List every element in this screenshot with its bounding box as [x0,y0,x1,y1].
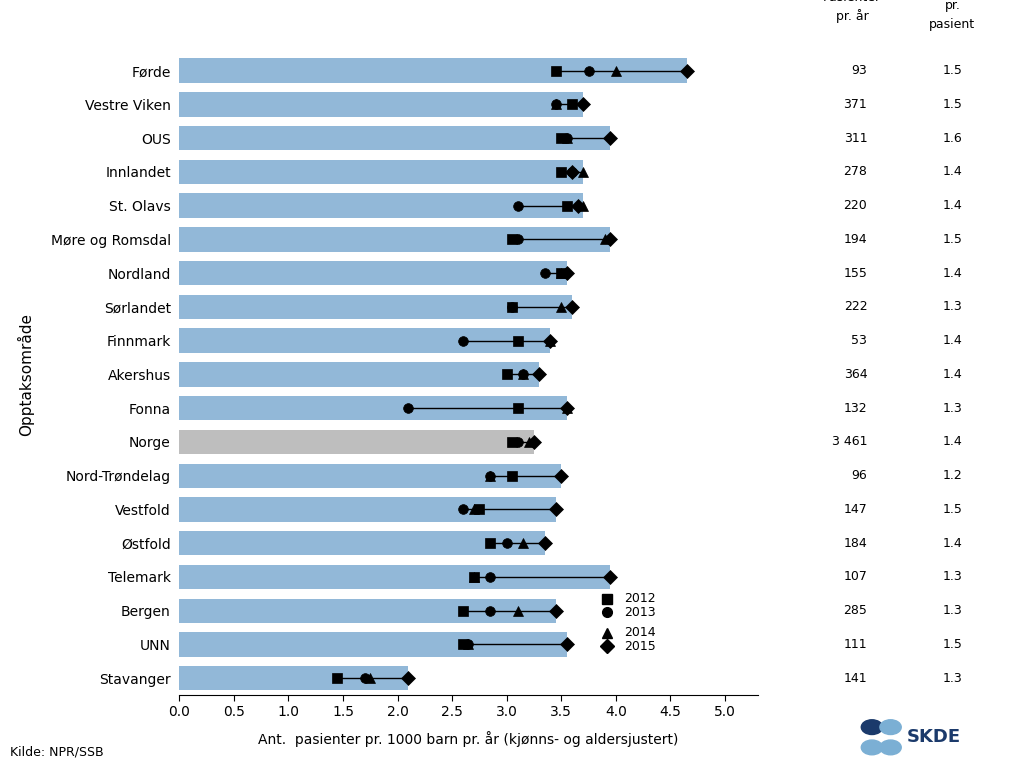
X-axis label: Ant.  pasienter pr. 1000 barn pr. år (kjønns- og aldersjustert): Ant. pasienter pr. 1000 barn pr. år (kjø… [258,730,679,746]
Text: 2012: 2012 [625,592,656,605]
Text: 1.5: 1.5 [942,233,963,246]
Bar [179,564,610,589]
Bar [179,58,687,83]
Circle shape [861,720,883,734]
Bar [179,261,566,285]
Text: 1.3: 1.3 [942,402,963,415]
Text: 2013: 2013 [625,606,656,619]
Text: 96: 96 [852,469,867,482]
Text: Pasienter: Pasienter [823,0,881,4]
Y-axis label: Opptaksområde: Opptaksområde [17,313,34,436]
Text: 222: 222 [844,300,867,313]
Text: 1.3: 1.3 [942,300,963,313]
Text: pasient: pasient [929,18,976,31]
Text: 155: 155 [844,266,867,280]
Text: 147: 147 [844,503,867,516]
Text: Kilde: NPR/SSB: Kilde: NPR/SSB [10,746,103,759]
Text: 1.5: 1.5 [942,638,963,651]
Text: 285: 285 [844,604,867,617]
Bar [179,227,610,252]
Bar [179,497,556,521]
Text: 1.3: 1.3 [942,672,963,684]
Text: 2014: 2014 [625,626,656,639]
Bar [179,464,561,488]
Text: 194: 194 [844,233,867,246]
Bar [179,362,540,386]
Circle shape [880,720,901,734]
Text: 1.3: 1.3 [942,571,963,584]
Circle shape [880,740,901,755]
Bar [179,160,583,184]
Bar [179,531,545,555]
Text: SKDE: SKDE [906,728,961,746]
Text: 2015: 2015 [625,640,656,653]
Circle shape [861,740,883,755]
Text: 184: 184 [844,537,867,550]
Text: pr. år: pr. år [836,9,868,23]
Bar [179,329,550,353]
Text: 278: 278 [844,165,867,178]
Text: 1.5: 1.5 [942,98,963,111]
Bar [179,92,583,117]
Text: 1.5: 1.5 [942,503,963,516]
Bar [179,632,566,657]
Text: 1.4: 1.4 [942,165,963,178]
Bar [179,396,566,420]
Text: 364: 364 [844,368,867,381]
Text: 141: 141 [844,672,867,684]
Bar [179,295,572,319]
Text: 107: 107 [844,571,867,584]
Text: 1.4: 1.4 [942,435,963,449]
Text: 1.4: 1.4 [942,266,963,280]
Bar [179,430,534,454]
Bar [179,598,556,623]
Bar [179,194,583,218]
Text: 1.5: 1.5 [942,65,963,77]
Text: 53: 53 [851,334,867,347]
Text: 1.4: 1.4 [942,368,963,381]
Text: 1.4: 1.4 [942,199,963,212]
Bar [179,126,610,151]
Text: 132: 132 [844,402,867,415]
Text: 220: 220 [844,199,867,212]
Text: 1.4: 1.4 [942,334,963,347]
Text: 1.4: 1.4 [942,537,963,550]
Text: 311: 311 [844,131,867,144]
Text: 1.3: 1.3 [942,604,963,617]
Text: 371: 371 [844,98,867,111]
Bar [179,666,409,690]
Text: 1.6: 1.6 [942,131,963,144]
Text: 93: 93 [852,65,867,77]
Text: 111: 111 [844,638,867,651]
Text: 3 461: 3 461 [831,435,867,449]
Text: 1.2: 1.2 [942,469,963,482]
Text: pr.: pr. [944,0,961,12]
